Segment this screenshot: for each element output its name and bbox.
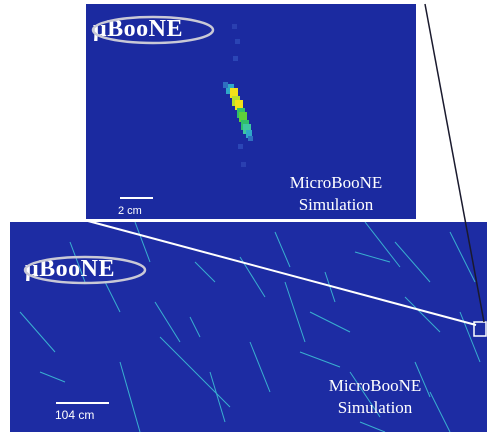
simulation-label: MicroBooNE Simulation (289, 173, 383, 214)
zoomed-event-display: μBooNE MicroBooNE Simulation 2 cm (86, 4, 416, 219)
energy-deposit-track (223, 82, 253, 141)
scale-bar (120, 197, 153, 199)
scale-bar (56, 402, 109, 404)
scale-bar-label: 104 cm (55, 408, 95, 422)
microboone-logo: μBooNE (23, 255, 147, 285)
scale-bar-label: 2 cm (118, 205, 142, 217)
microboone-logo: μBooNE (91, 15, 215, 45)
full-event-display: μBooNE MicroBooNE Simulation 104 cm (10, 222, 487, 432)
simulation-label: MicroBooNE Simulation (328, 376, 422, 417)
zoomed-track-hits (223, 24, 253, 167)
zoom-region-box (473, 321, 487, 337)
